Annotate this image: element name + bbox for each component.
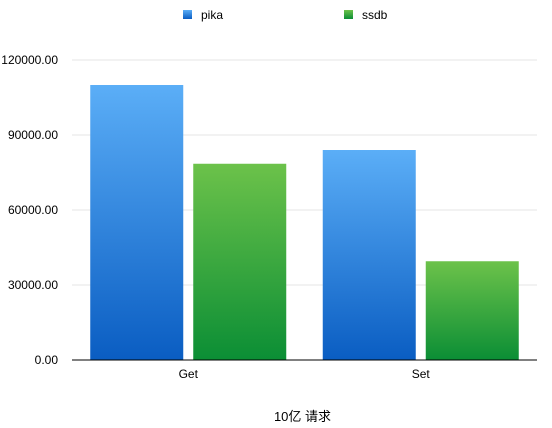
x-tick-label: Set (412, 367, 431, 381)
legend-label-pika: pika (201, 8, 223, 22)
y-axis: 0.00 30000.00 60000.00 90000.00 120000.00 (1, 53, 58, 367)
y-tick-label: 90000.00 (8, 128, 58, 142)
legend: pika ssdb (183, 8, 388, 22)
legend-label-ssdb: ssdb (362, 8, 388, 22)
x-tick-label: Get (179, 367, 199, 381)
y-tick-label: 0.00 (35, 353, 59, 367)
bars (90, 85, 519, 360)
legend-swatch-pika (183, 10, 192, 19)
y-tick-label: 30000.00 (8, 278, 58, 292)
y-tick-label: 120000.00 (1, 53, 58, 67)
bar-ssdb-get (193, 163, 287, 360)
legend-swatch-ssdb (344, 10, 353, 19)
bar-pika-get (90, 85, 184, 360)
y-tick-label: 60000.00 (8, 203, 58, 217)
x-axis: Get Set (179, 367, 431, 381)
bar-pika-set (322, 150, 416, 360)
x-axis-label: 10亿 请求 (274, 409, 331, 424)
bar-ssdb-set (425, 261, 519, 360)
